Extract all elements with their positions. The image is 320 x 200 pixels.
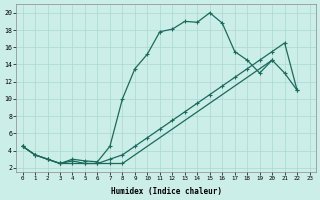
X-axis label: Humidex (Indice chaleur): Humidex (Indice chaleur) (111, 187, 221, 196)
